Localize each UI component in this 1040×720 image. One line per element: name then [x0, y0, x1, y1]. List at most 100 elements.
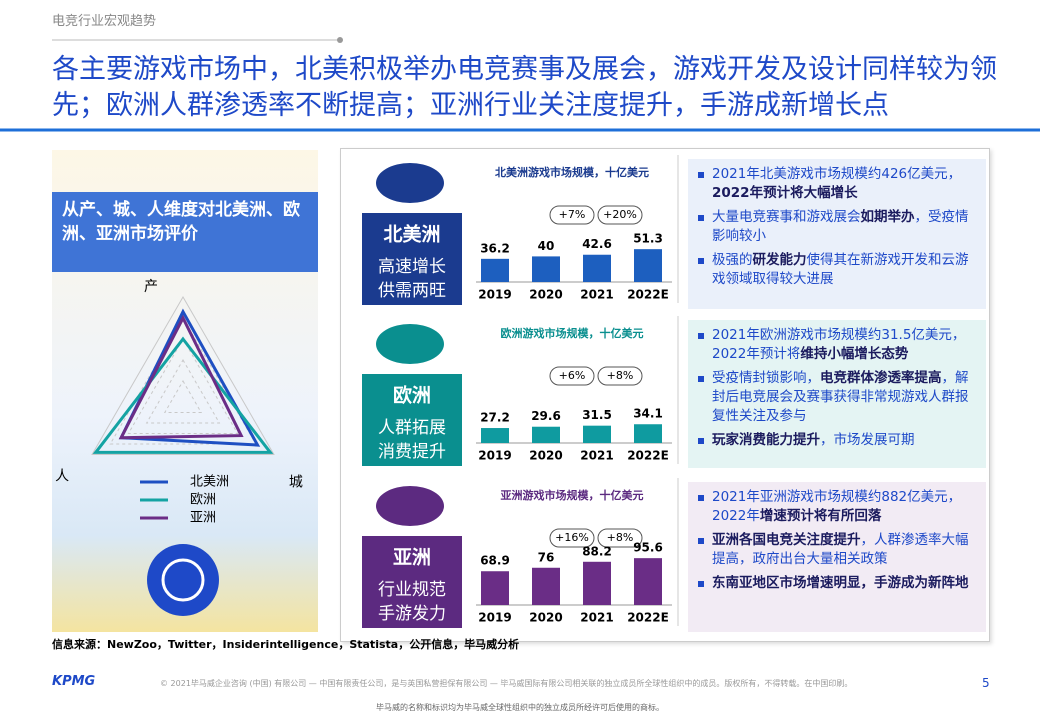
value-label: 51.3 [633, 232, 663, 246]
bar [481, 428, 509, 443]
growth-label: +16% [555, 531, 589, 544]
bullet-text: 东南亚地区市场增速明显，手游成为新阵地 [712, 575, 969, 591]
page-number: 5 [982, 676, 990, 690]
source: 信息来源：NewZoo，Twitter，Insiderintelligence，… [52, 638, 520, 651]
bullet-text: 2021年欧洲游戏市场规模约31.5亿美元，2022年预计将 [712, 327, 966, 362]
bullet-text: 2021年亚洲游戏市场规模约882亿美元，2022年 [712, 489, 962, 524]
radar-grid [91, 295, 275, 455]
bullet-text: ，人群渗透率大幅提高，政府出台大量相关政策 [712, 532, 969, 567]
region-tag [362, 536, 462, 628]
x-tick-label: 2020 [529, 449, 562, 463]
legend-label: 北美洲 [190, 475, 229, 490]
growth-label: +6% [559, 369, 586, 382]
slide-title: 各主要游戏市场中，北美积极举办电竞赛事及展会，游戏开发及设计同样较为领先；欧洲人… [52, 54, 997, 121]
bullet-list: 2021年欧洲游戏市场规模约31.5亿美元，2022年预计将维持小幅增长态势受疫… [696, 326, 978, 450]
bullet-text: 大量电竞赛事和游戏展会 [712, 209, 861, 225]
bullet-text: 2021年北美游戏市场规模约426亿美元， [712, 166, 962, 182]
bullet-text: ，受疫情影响较小 [712, 209, 969, 244]
chart-title: 欧洲游戏市场规模，十亿美元 [501, 326, 644, 340]
trademark: 毕马威的名称和标识均为毕马威全球性组织中的独立成员所经许可后使用的商标。 [376, 703, 664, 712]
radar-grid [127, 338, 239, 434]
bar [481, 571, 509, 605]
chart-title: 亚洲游戏市场规模，十亿美元 [501, 488, 644, 502]
radar-grid [163, 380, 203, 413]
value-label: 34.1 [633, 407, 663, 421]
region-name: 北美洲 [383, 223, 440, 246]
region-tagline: 人群拓展 [378, 418, 446, 438]
growth-bubble [549, 528, 595, 548]
growth-bubble [597, 205, 643, 225]
bullet-text: 增速预计将有所回落 [759, 508, 882, 524]
x-tick-label: 2022E [627, 611, 669, 625]
x-tick-label: 2022E [627, 288, 669, 302]
bullet-text: 维持小幅增长态势 [800, 346, 909, 362]
bullet: 玩家消费能力提升，市场发展可期 [696, 431, 978, 450]
bar [583, 561, 611, 605]
x-tick-label: 2019 [478, 449, 511, 463]
radar-series [118, 314, 244, 440]
value-label: 42.6 [582, 237, 612, 251]
radar-grid [109, 317, 257, 445]
bullet: 2021年欧洲游戏市场规模约31.5亿美元，2022年预计将维持小幅增长态势 [696, 326, 978, 364]
value-label: 76 [538, 550, 555, 564]
bullet-text: 如期举办 [860, 209, 915, 225]
bullet-text: 研发能力 [752, 252, 807, 268]
bar [532, 567, 560, 605]
value-label: 88.2 [582, 544, 612, 558]
value-label: 29.6 [531, 409, 561, 423]
bullet: 受疫情封锁影响，电竞群体渗透率提高，解封后电竞展会及赛事获得非常规游戏人群报复性… [696, 369, 978, 426]
bullet-text: 使得其在新游戏开发和云游戏领域取得较大进展 [712, 252, 969, 287]
value-label: 36.2 [480, 241, 510, 255]
bullet-text: 极强的 [712, 252, 753, 268]
bar [481, 258, 509, 282]
bar [634, 424, 662, 443]
bullet-box: 2021年欧洲游戏市场规模约31.5亿美元，2022年预计将维持小幅增长态势受疫… [688, 320, 986, 468]
legend-label: 亚洲 [190, 511, 216, 526]
region-tag [362, 213, 462, 305]
value-label: 68.9 [480, 554, 510, 568]
bullet: 大量电竞赛事和游戏展会如期举办，受疫情影响较小 [696, 208, 978, 246]
growth-label: +7% [559, 208, 586, 221]
bullet: 东南亚地区市场增速明显，手游成为新阵地 [696, 574, 978, 593]
value-label: 95.6 [633, 541, 663, 555]
value-label: 27.2 [480, 411, 510, 425]
bar [583, 425, 611, 443]
bullet-list: 2021年北美游戏市场规模约426亿美元， 2022年预计将大幅增长 大量电竞赛事和… [696, 165, 978, 289]
value-label: 31.5 [582, 408, 612, 422]
radar-axis-label: 人 [55, 469, 69, 485]
growth-bubble [597, 366, 643, 386]
bullet: 亚洲各国电竞关注度提升，人群渗透率大幅提高，政府出台大量相关政策 [696, 531, 978, 569]
region-tagline: 消费提升 [378, 442, 446, 462]
bullet-box: 2021年北美游戏市场规模约426亿美元， 2022年预计将大幅增长 大量电竞赛事和… [688, 159, 986, 309]
growth-label: +8% [607, 531, 634, 544]
bullet-text: ，市场发展可期 [820, 432, 915, 448]
region-map [376, 324, 444, 364]
region-map [376, 486, 444, 526]
radar-axis-label: 城 [289, 475, 303, 491]
x-tick-label: 2022E [627, 449, 669, 463]
section-label: 电竞行业宏观趋势 [52, 14, 157, 29]
chart-title: 北美洲游戏市场规模，十亿美元 [495, 165, 649, 179]
region-tagline: 手游发力 [378, 604, 446, 624]
bullet-text: 亚洲各国电竞关注度提升 [712, 532, 861, 548]
bullet-text: 受疫情封锁影响， [712, 370, 820, 386]
bullet: 2021年亚洲游戏市场规模约882亿美元，2022年增速预计将有所回落 [696, 488, 978, 526]
region-map [376, 163, 444, 203]
region-tagline: 供需两旺 [378, 281, 446, 301]
bar [634, 249, 662, 282]
bullet-text: 玩家消费能力提升 [712, 432, 820, 448]
legend-label: 欧洲 [190, 493, 216, 508]
x-tick-label: 2021 [580, 288, 613, 302]
left-heading: 从产、城、人维度对北美洲、欧洲、亚洲市场评价 [52, 192, 318, 272]
radar-grid [145, 358, 221, 424]
bullet-list: 2021年亚洲游戏市场规模约882亿美元，2022年增速预计将有所回落 亚洲各国电… [696, 488, 978, 593]
region-tagline: 高速增长 [378, 257, 446, 277]
bullet-text: ，解封后电竞展会及赛事获得非常规游戏人群报复性关注及参与 [712, 370, 969, 424]
bar [634, 558, 662, 605]
x-tick-label: 2021 [580, 449, 613, 463]
x-tick-label: 2020 [529, 611, 562, 625]
bar [583, 254, 611, 282]
x-tick-label: 2019 [478, 288, 511, 302]
bullet: 极强的研发能力使得其在新游戏开发和云游戏领域取得较大进展 [696, 251, 978, 289]
region-name: 亚洲 [393, 547, 431, 569]
